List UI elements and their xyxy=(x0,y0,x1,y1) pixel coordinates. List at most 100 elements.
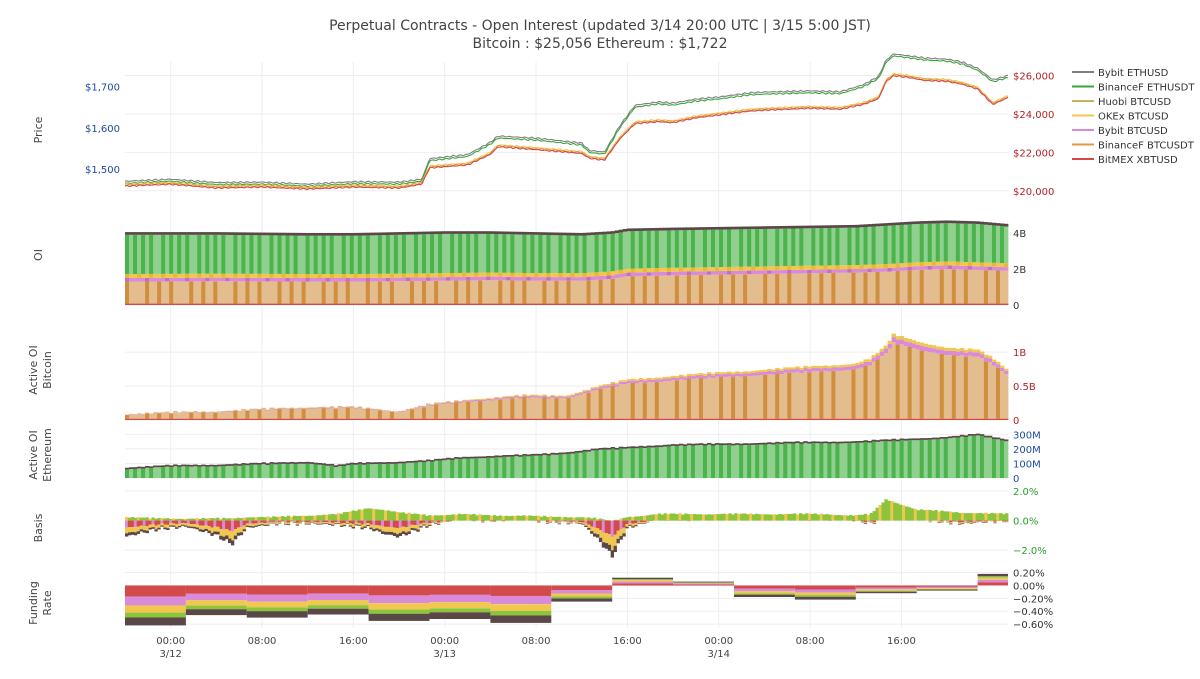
btc-area-bybit xyxy=(1004,371,1008,374)
btc-area-binancef xyxy=(354,409,358,419)
oi-area-bybit-ethusd xyxy=(406,232,410,235)
eth-area-bybit xyxy=(462,457,466,459)
oi-area-binancef-ethusdt xyxy=(261,235,265,274)
oi-area-bybit-btcusd xyxy=(318,278,322,282)
btc-area-okex xyxy=(819,366,823,368)
eth-area-binancef xyxy=(964,437,968,478)
eth-area-bybit xyxy=(864,440,868,442)
basis-area-neg-low xyxy=(157,528,160,530)
oi-area-okex-btcusd xyxy=(619,270,623,274)
oi-area-bybit-btcusd xyxy=(173,278,177,282)
oi-area-binancef-btcusdt xyxy=(410,281,414,303)
oi-area-binancef-btcusdt xyxy=(261,281,265,303)
btc-area-binancef xyxy=(153,413,157,419)
oi-area-binancef-ethusdt xyxy=(169,235,173,274)
basis-area-neg-upper xyxy=(581,521,584,523)
btc-area-bybit xyxy=(699,375,703,378)
btc-area-binancef xyxy=(619,384,623,418)
oi-area-bybit-btcusd xyxy=(747,271,751,275)
btc-area-binancef xyxy=(430,406,434,419)
basis-area-neg-upper xyxy=(993,521,996,522)
oi-area-okex-btcusd xyxy=(791,266,795,270)
basis-area-neg-low xyxy=(328,524,331,525)
basis-area-positive xyxy=(911,508,914,520)
oi-area-bybit-ethusd xyxy=(422,232,426,235)
basis-area-neg-mid xyxy=(163,524,166,527)
oi-area-binancef-ethusdt xyxy=(442,234,446,273)
btc-area-okex xyxy=(647,378,651,380)
btc-area-bybit xyxy=(972,352,976,356)
basis-area-neg-mid xyxy=(422,523,425,525)
oi-area-bybit-btcusd xyxy=(486,277,490,281)
basis-area-neg-upper xyxy=(384,521,387,527)
basis-area-positive xyxy=(949,512,952,521)
oi-area-binancef-btcusdt xyxy=(715,275,719,304)
oi-area-bybit-btcusd xyxy=(294,278,298,282)
basis-area-neg-mid xyxy=(378,526,381,530)
btc-area-binancef xyxy=(157,413,161,419)
eth-area-bybit xyxy=(486,456,490,458)
oi-area-bybit-btcusd xyxy=(695,271,699,275)
eth-area-bybit xyxy=(896,440,900,442)
oi-area-bybit-btcusd xyxy=(956,266,960,270)
btc-area-bybit xyxy=(783,369,787,372)
btc-area-okex xyxy=(843,365,847,367)
btc-area-binancef xyxy=(201,412,205,418)
oi-area-bybit-ethusd xyxy=(261,233,265,236)
eth-area-binancef xyxy=(864,442,868,478)
eth-area-bybit xyxy=(944,437,948,439)
basis-area-neg-mid xyxy=(263,523,266,525)
basis-area-positive xyxy=(664,513,667,520)
legend-item: BinanceF ETHUSDT xyxy=(1098,83,1195,94)
basis-area-neg-upper xyxy=(187,521,190,524)
oi-area-bitmex xyxy=(615,304,623,305)
btc-area-binancef xyxy=(699,378,703,419)
basis-area-neg-low xyxy=(637,523,640,524)
btc-area-bitmex xyxy=(799,419,807,420)
oi-area-bybit-btcusd xyxy=(579,277,583,281)
oi-area-binancef-ethusdt xyxy=(314,236,318,274)
oi-area-okex-btcusd xyxy=(904,263,908,267)
basis-area-neg-low xyxy=(125,533,128,536)
oi-area-binancef-btcusdt xyxy=(900,271,904,304)
oi-area-binancef-ethusdt xyxy=(623,232,627,269)
oi-area-okex-btcusd xyxy=(534,273,538,277)
oi-area-okex-btcusd xyxy=(466,273,470,277)
btc-area-binancef xyxy=(526,398,530,419)
btc-area-bitmex xyxy=(711,419,719,420)
oi-area-binancef-btcusdt xyxy=(571,281,575,304)
btc-area-binancef xyxy=(394,412,398,418)
oi-area-binancef-ethusdt xyxy=(165,235,169,274)
oi-area-bitmex xyxy=(575,304,583,305)
btc-area-okex xyxy=(771,370,775,372)
eth-area-bybit xyxy=(358,462,362,464)
eth-area-bybit xyxy=(843,441,847,443)
oi-area-bybit-btcusd xyxy=(554,277,558,281)
oi-area-bybit-btcusd xyxy=(759,270,763,274)
basis-area-positive xyxy=(876,508,879,521)
eth-area-binancef xyxy=(410,463,414,478)
oi-area-bybit-ethusd xyxy=(651,228,655,231)
basis-area-neg-low xyxy=(372,529,375,531)
oi-area-okex-btcusd xyxy=(298,274,302,278)
basis-area-positive xyxy=(631,517,634,521)
btc-area-binancef xyxy=(518,398,522,418)
oi-area-okex-btcusd xyxy=(643,268,647,272)
oi-area-bitmex xyxy=(815,304,823,305)
btc-area-okex xyxy=(980,351,984,354)
btc-area-okex xyxy=(322,407,326,408)
btc-area-okex xyxy=(603,384,607,385)
basis-area-positive xyxy=(658,514,661,521)
oi-area-binancef-btcusdt xyxy=(434,281,438,304)
eth-right-tick: 300M xyxy=(1013,430,1041,441)
basis-area-neg-upper xyxy=(976,521,979,522)
oi-area-bybit-btcusd xyxy=(571,277,575,281)
btc-area-bitmex xyxy=(494,419,502,420)
oi-area-okex-btcusd xyxy=(550,273,554,277)
eth-area-binancef xyxy=(763,444,767,478)
basis-area-neg-mid xyxy=(628,523,631,525)
eth-area-binancef xyxy=(201,466,205,478)
basis-area-neg-upper xyxy=(172,521,175,524)
basis-area-neg-upper xyxy=(929,521,932,522)
btc-area-bybit xyxy=(787,370,791,373)
